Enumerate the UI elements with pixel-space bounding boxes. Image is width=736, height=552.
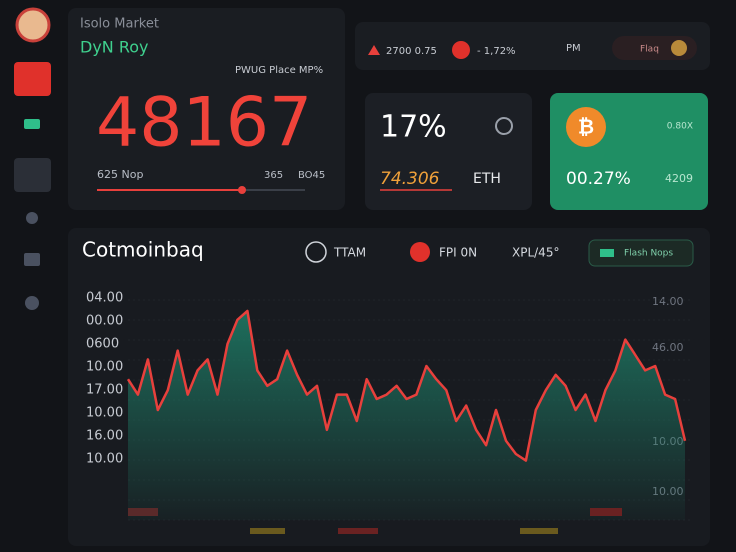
legend-icon bbox=[305, 241, 327, 263]
user-name: DyN Roy bbox=[80, 38, 149, 57]
card-label: 0.80X bbox=[667, 122, 693, 132]
button-icon bbox=[600, 249, 614, 257]
y-axis-label: 10.00 bbox=[86, 406, 123, 421]
bitcoin-icon bbox=[566, 107, 606, 147]
y-axis-label: 16.00 bbox=[86, 429, 123, 444]
card-price: 74.306 bbox=[380, 169, 440, 189]
ticker-text: - 1,72% bbox=[477, 46, 516, 57]
card bbox=[550, 93, 708, 210]
pill-text: Flaq bbox=[640, 45, 659, 55]
slider-knob[interactable] bbox=[238, 186, 246, 194]
nav-icon[interactable] bbox=[24, 119, 40, 129]
card-percent: 00.27% bbox=[566, 169, 631, 189]
nav-icon[interactable] bbox=[26, 212, 38, 224]
y-axis-label: 17.00 bbox=[86, 383, 123, 398]
footer-strips bbox=[128, 508, 622, 534]
tag: PWUG Place MP% bbox=[235, 65, 323, 76]
ticker-text: PM bbox=[566, 43, 581, 54]
panel bbox=[68, 8, 345, 210]
chart-button[interactable] bbox=[588, 239, 694, 267]
y-axis-label: 00.00 bbox=[86, 314, 123, 329]
button-text: Flash Nops bbox=[624, 249, 673, 259]
arrow-icon bbox=[368, 45, 380, 55]
ticker-text: 2700 0.75 bbox=[386, 46, 437, 57]
card bbox=[365, 93, 532, 210]
nav-icon[interactable] bbox=[25, 296, 39, 310]
area bbox=[128, 311, 685, 520]
price-label: 365 bbox=[264, 170, 283, 181]
nav-icon[interactable] bbox=[14, 158, 51, 192]
y-axis-label: 0600 bbox=[86, 337, 119, 352]
price-label: 625 Nop bbox=[97, 168, 143, 181]
big-price: 48167 bbox=[96, 84, 312, 163]
line bbox=[126, 309, 687, 462]
y-axis-label: 04.00 bbox=[86, 291, 123, 306]
y-axis-label: 10.00 bbox=[86, 360, 123, 375]
avatar[interactable] bbox=[15, 7, 51, 43]
card-symbol: ETH bbox=[473, 171, 501, 187]
y-axis-label: 14.00 bbox=[652, 295, 684, 308]
nav-icon[interactable] bbox=[14, 62, 51, 96]
legend-label: TTAM bbox=[333, 246, 366, 260]
card-percent: 17% bbox=[380, 110, 447, 145]
legend-label: FPI 0N bbox=[439, 246, 477, 260]
bitcoin-symbol: ₿ bbox=[578, 115, 594, 139]
legend-label: XPL/45° bbox=[512, 246, 559, 260]
chart-title: Cotmoinbaq bbox=[82, 238, 204, 262]
card-label: 4209 bbox=[665, 172, 693, 185]
card-icon bbox=[495, 117, 513, 135]
play-icon[interactable] bbox=[452, 41, 470, 59]
coin-icon bbox=[671, 40, 687, 56]
price-label: BO45 bbox=[298, 170, 325, 181]
subtitle: Isolo Market bbox=[80, 17, 159, 32]
y-axis-label: 46.00 bbox=[652, 341, 684, 354]
nav-icon[interactable] bbox=[24, 253, 40, 266]
y-axis-label: 10.00 bbox=[86, 452, 123, 467]
legend-icon bbox=[410, 242, 430, 262]
